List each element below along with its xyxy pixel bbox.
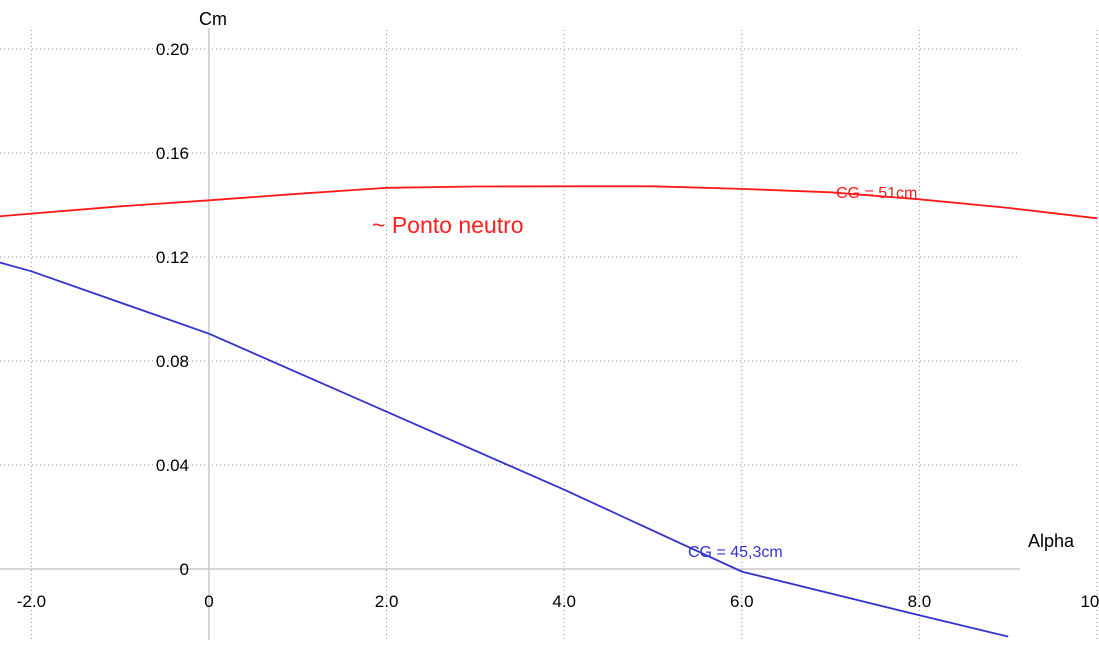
series-layer	[0, 185, 1098, 638]
neutral-point-annotation: ~ Ponto neutro	[372, 212, 524, 238]
y-tick-label: 0.04	[156, 456, 189, 475]
x-tick-label: 8.0	[908, 592, 932, 611]
y-tick-label: 0.08	[156, 352, 189, 371]
series-label-cg-51: CG = 51cm	[836, 185, 917, 202]
chart-labels: Cm Alpha ~ Ponto neutro CG = 51cm CG = 4…	[199, 9, 1075, 561]
x-tick-label: 10.0	[1080, 592, 1099, 611]
series-label-cg-45-3: CG = 45,3cm	[688, 544, 783, 561]
x-tick-label: -2.0	[17, 592, 46, 611]
y-tick-label: 0	[180, 560, 189, 579]
series-line-1	[0, 261, 1009, 638]
x-tick-label: 4.0	[552, 592, 576, 611]
grid-lines	[0, 30, 1098, 640]
x-tick-label: 6.0	[730, 592, 754, 611]
axes	[0, 28, 1020, 640]
x-tick-label: 0	[204, 592, 213, 611]
series-line-0	[0, 185, 1098, 220]
x-axis-title: Alpha	[1028, 531, 1075, 551]
tick-labels: -2.0 0 2.0 4.0 6.0 8.0 10.0 0.20 0.16 0.12 0.08 0.0…	[17, 40, 1099, 611]
y-tick-label: 0.12	[156, 248, 189, 267]
x-tick-label: 2.0	[375, 592, 399, 611]
y-tick-label: 0.16	[156, 144, 189, 163]
y-axis-title: Cm	[199, 9, 227, 29]
y-tick-label: 0.20	[156, 40, 189, 59]
